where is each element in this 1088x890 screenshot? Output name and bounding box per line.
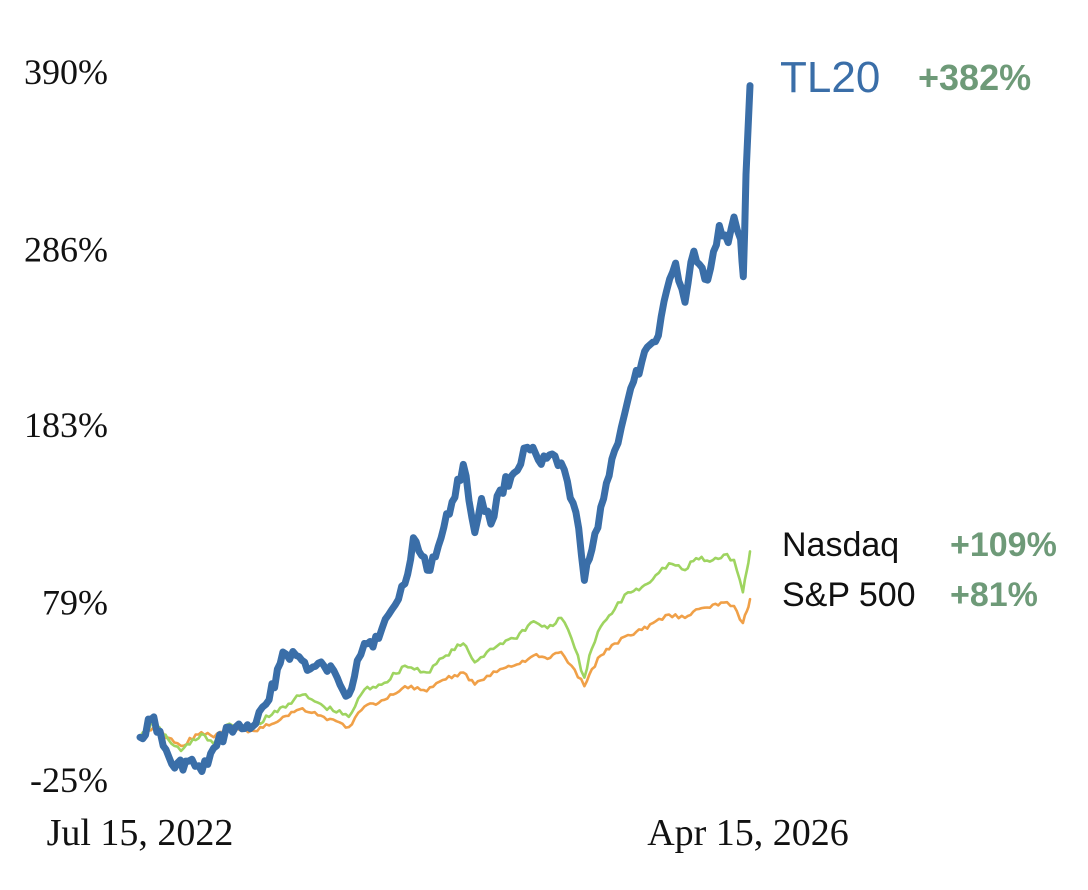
- series-line-tl20: [136, 82, 754, 775]
- series-name-label: Nasdaq: [782, 526, 899, 564]
- series-change-label: +382%: [918, 57, 1031, 98]
- y-tick-label: 183%: [24, 405, 108, 445]
- series-end-labels: TL20 +382% Nasdaq +109% S&P 500 +81%: [780, 53, 1057, 614]
- y-tick-label: 79%: [42, 583, 108, 623]
- y-tick-label: 390%: [24, 52, 108, 92]
- x-axis-tick-labels: Jul 15, 2022 Apr 15, 2026: [47, 812, 849, 854]
- series-lines: [136, 82, 754, 775]
- series-line-nasdaq: [138, 550, 752, 753]
- series-name-label: S&P 500: [782, 576, 916, 614]
- y-axis-tick-labels: -25% 79% 183% 286% 390%: [24, 52, 108, 800]
- y-tick-label: 286%: [24, 229, 108, 269]
- x-tick-label: Apr 15, 2026: [647, 812, 849, 854]
- y-tick-label: -25%: [30, 760, 108, 800]
- series-change-label: +81%: [950, 576, 1038, 614]
- series-change-label: +109%: [950, 526, 1057, 564]
- x-tick-label: Jul 15, 2022: [47, 812, 234, 854]
- series-name-label: TL20: [780, 53, 880, 102]
